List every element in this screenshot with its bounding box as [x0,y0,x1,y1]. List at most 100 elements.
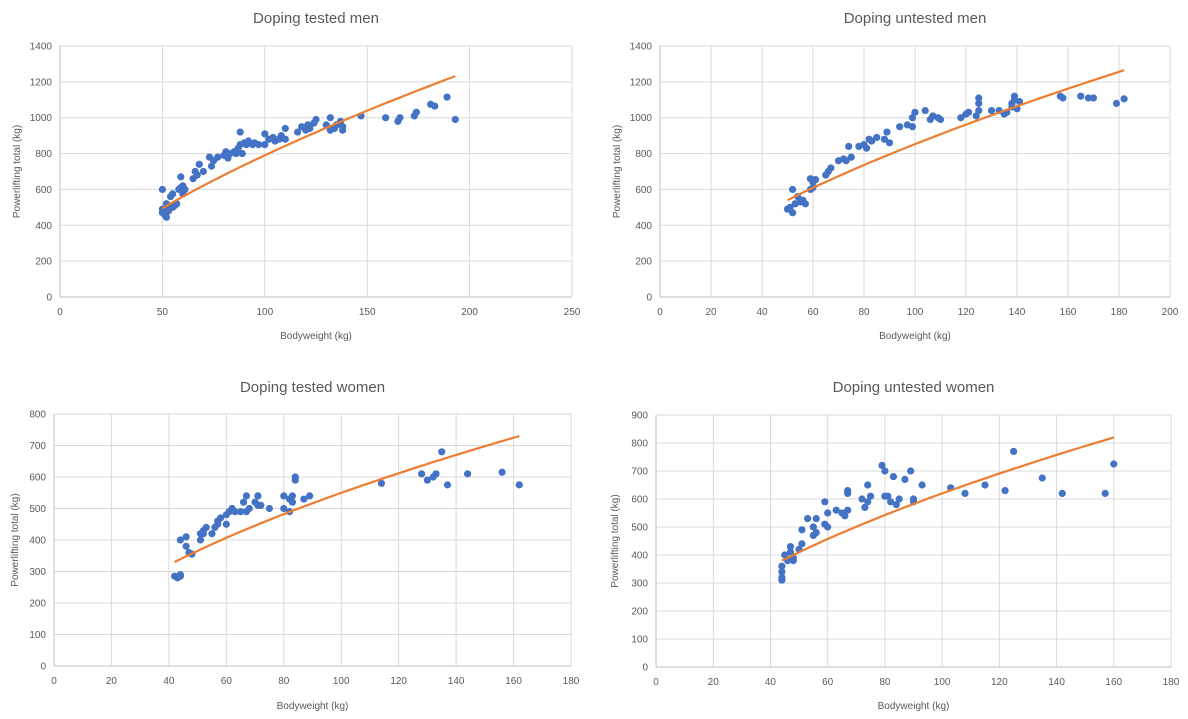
data-point [1112,99,1121,107]
y-tick-label: 1400 [630,42,653,53]
data-point [326,114,334,122]
x-tick-label: 100 [256,307,273,318]
data-point [257,501,265,509]
y-tick-label: 0 [646,293,652,304]
y-tick-label: 1400 [30,42,53,53]
data-point [824,523,832,531]
data-point [245,504,253,513]
chart-4: 0 100 200 300 400 500 600 700 800 900 0 20 40 60 80 100… [610,379,1180,712]
data-point [889,473,898,481]
data-point [975,99,983,107]
data-point [798,526,806,534]
data-point [880,135,889,143]
data-point [382,114,390,122]
data-point [216,514,225,522]
y-tick-label: 100 [29,630,46,641]
x-tick-label: 20 [708,677,720,688]
data-point [181,185,189,194]
data-point [957,114,965,122]
x-tick-label: 40 [756,307,768,318]
data-point [265,504,274,513]
y-tick-label: 200 [35,257,52,268]
data-point [781,551,789,559]
data-point [821,498,829,506]
x-tick-label: 180 [1111,307,1128,318]
y-axis-label: Powerlifting total (kg) [610,494,621,587]
data-point [873,133,881,142]
x-tick-label: 40 [765,677,777,688]
x-axis-label: Bodyweight (kg) [280,331,352,342]
x-tick-label: 200 [461,307,478,318]
data-point [964,108,973,116]
data-point [824,509,832,517]
data-point [895,495,903,503]
data-point [202,523,210,532]
data-point [1101,489,1109,497]
x-tick-label: 160 [505,676,522,687]
x-tick-label: 20 [705,307,717,318]
data-point [801,200,809,208]
x-tick-label: 120 [390,676,407,687]
y-tick-label: 800 [35,149,52,160]
data-point [936,115,945,124]
y-tick-label: 900 [631,411,648,422]
data-point [844,487,852,495]
data-point [1015,97,1024,106]
data-point [418,470,426,478]
data-point [827,164,835,172]
x-tick-label: 140 [448,676,465,687]
data-point [432,470,440,478]
data-point [1058,489,1066,497]
data-point [377,479,386,487]
data-point [182,533,190,541]
x-tick-label: 250 [564,307,581,318]
data-point [842,157,850,165]
chart-2: 0 200 400 600 800 1000 1200 1400 0 20 40 60 80 100 120… [612,10,1179,342]
y-tick-label: 600 [635,185,652,196]
data-point [861,503,869,511]
data-point [918,481,926,489]
x-tick-label: 0 [657,307,663,318]
x-axis-label: Bodyweight (kg) [277,701,349,712]
y-tick-label: 400 [635,221,652,232]
data-point [237,508,245,516]
trendline [781,436,1115,562]
data-point [812,529,820,537]
data-point [911,108,919,116]
y-tick-label: 0 [46,293,52,304]
data-point [288,498,296,506]
y-tick-label: 800 [631,439,648,450]
data-point [464,470,472,478]
data-point [811,175,820,184]
data-point [809,523,817,531]
data-point [195,160,203,168]
data-point [1038,474,1046,482]
data-point [255,141,263,149]
chart-3: 0 100 200 300 400 500 600 700 800 0 20 40 60 80 100 120… [10,379,580,712]
chart-1: 0 200 400 600 800 1000 1200 1400 0 50 100 150 200 250… [12,10,581,342]
y-tick-label: 600 [29,473,46,484]
data-point [193,171,201,179]
x-tick-label: 140 [1009,307,1026,318]
x-tick-label: 60 [822,677,834,688]
data-point [1059,94,1067,102]
data-point [864,498,872,506]
data-point [261,130,269,138]
y-tick-label: 400 [29,536,46,547]
data-point [288,492,296,500]
data-point [293,128,302,136]
data-point [789,209,797,217]
x-tick-label: 100 [934,677,951,688]
data-point [231,508,239,516]
data-point [169,190,177,198]
data-point [778,573,786,582]
y-axis-label: Powerlifting total (kg) [12,125,23,218]
trendline [787,69,1125,202]
data-point [798,540,806,548]
data-point [196,536,205,544]
y-axis-label: Powerlifting total (kg) [612,125,623,218]
data-point [961,489,969,497]
data-point [908,114,917,122]
data-point [261,141,269,149]
data-point [866,492,875,500]
